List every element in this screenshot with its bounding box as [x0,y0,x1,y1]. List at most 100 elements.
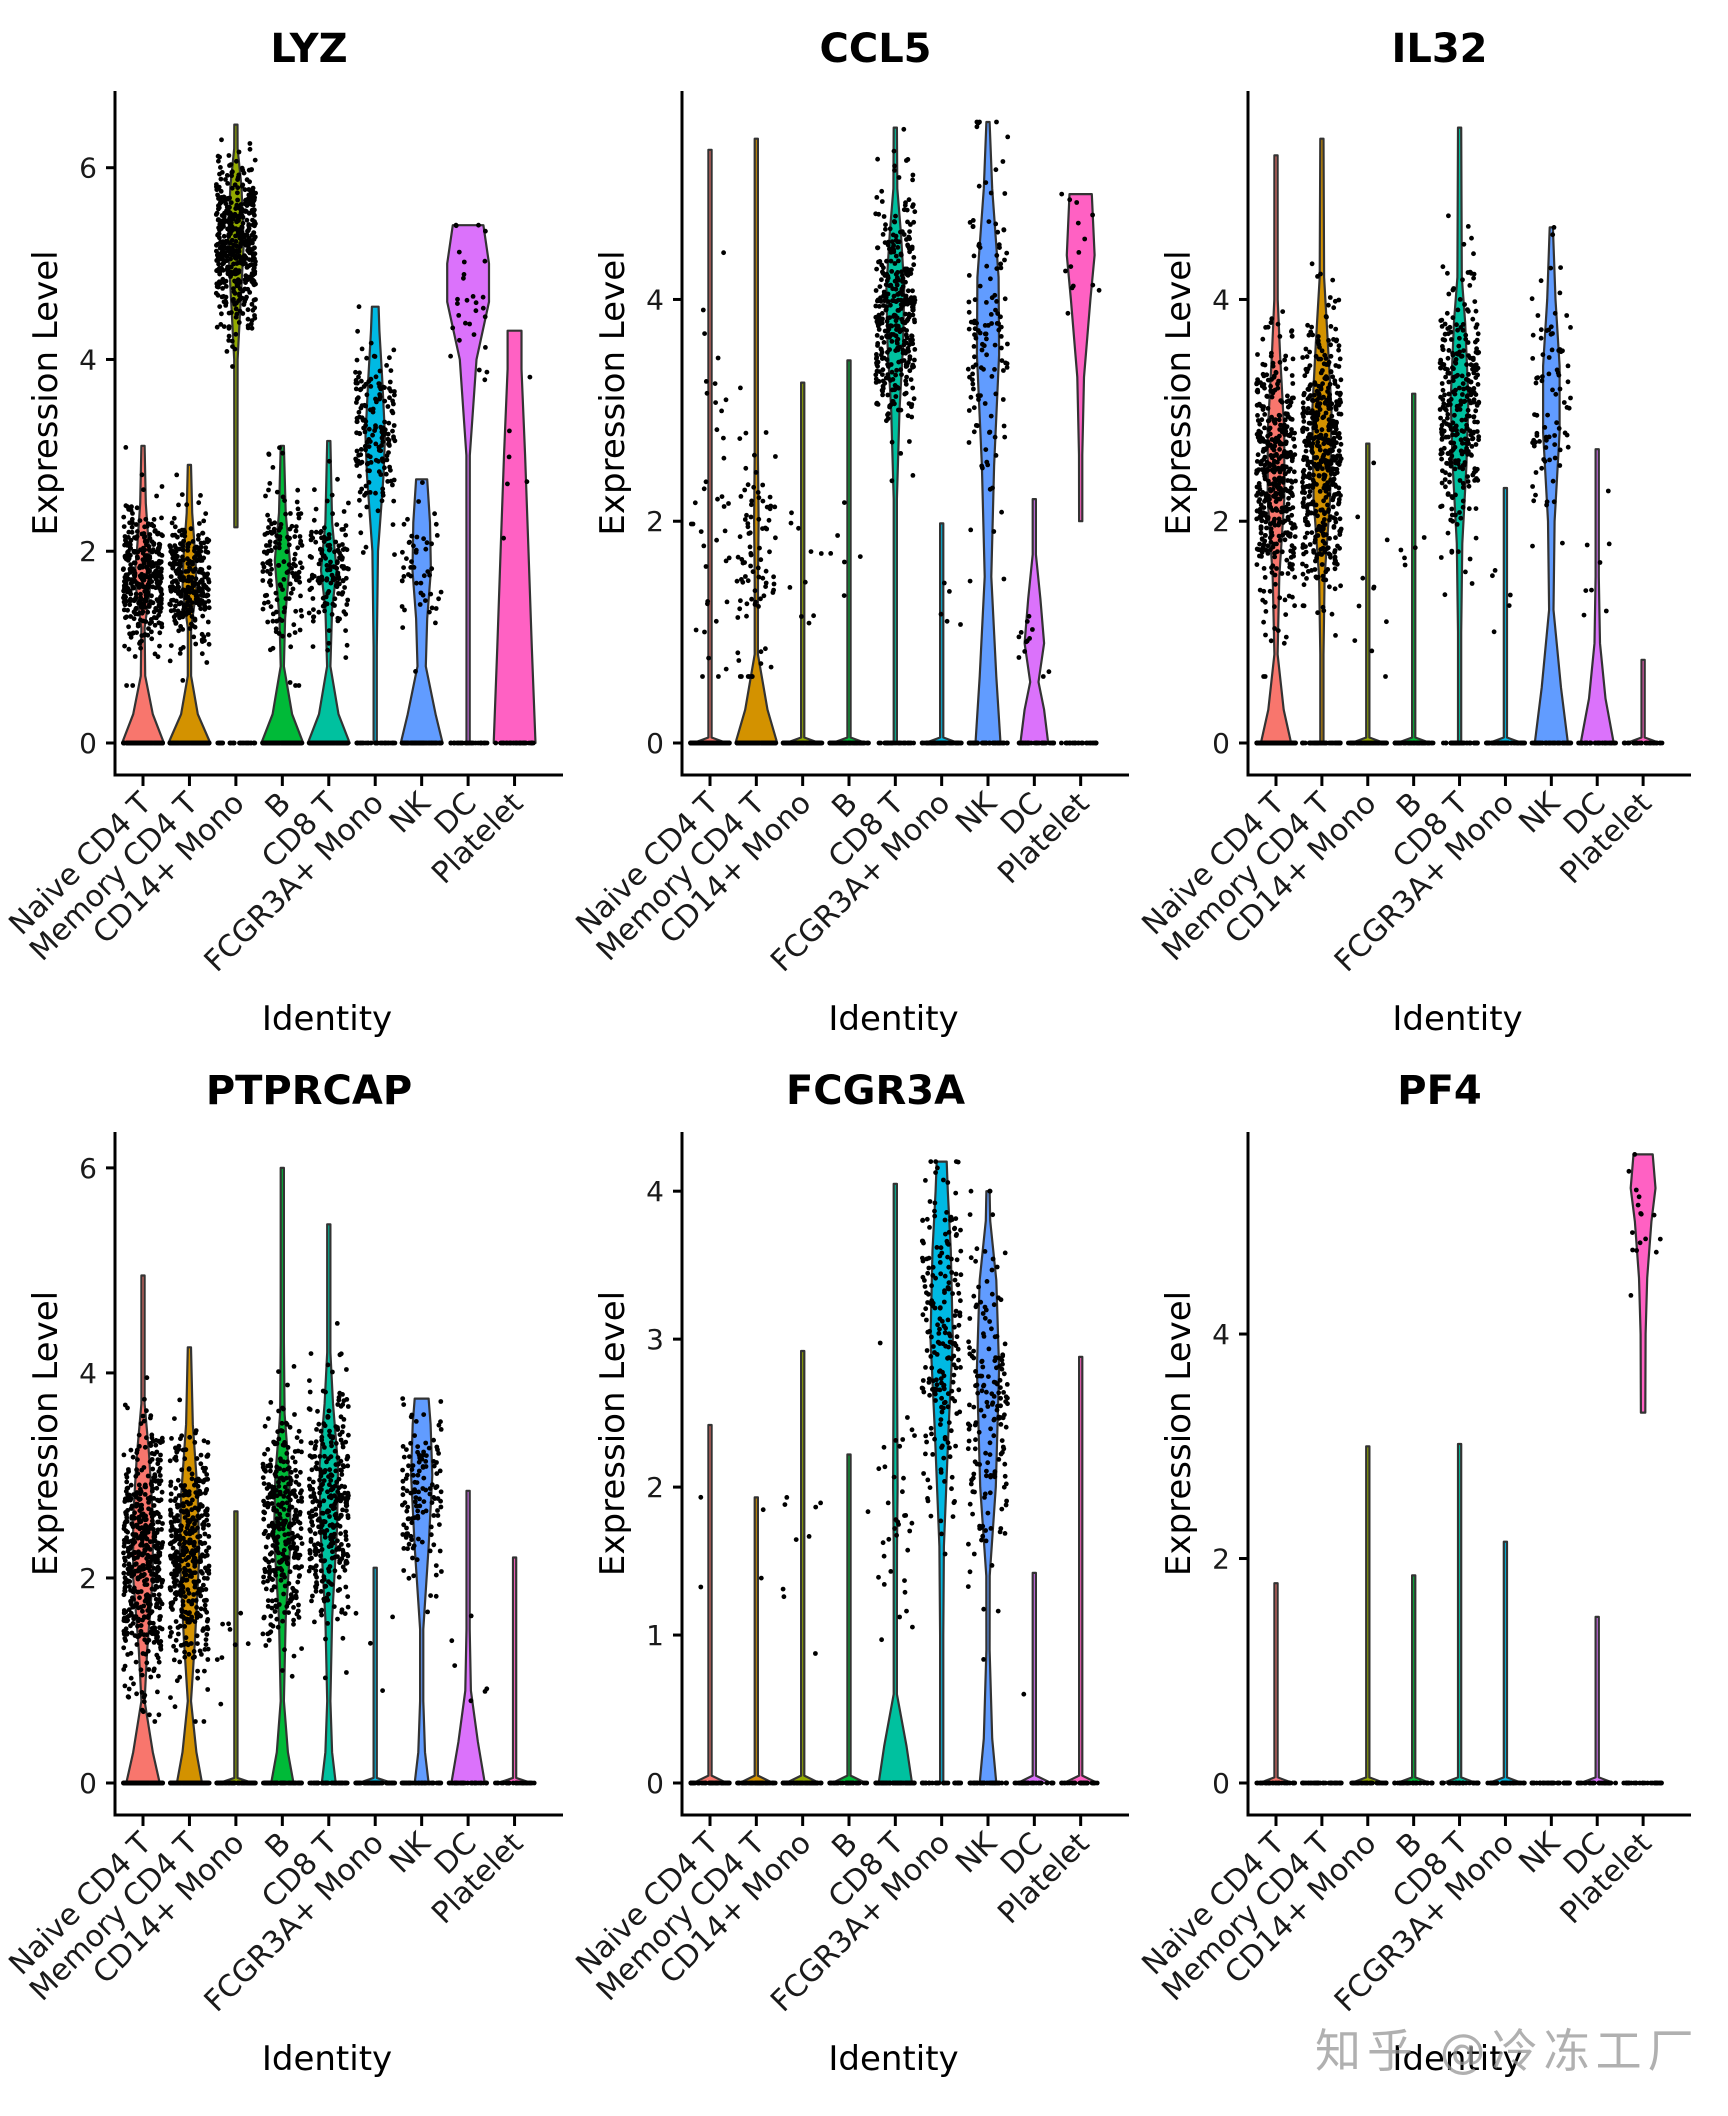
violin-memory-cd4-t [736,139,778,743]
data-point [771,574,776,579]
data-point [1283,471,1288,476]
data-point [984,337,989,342]
data-point [170,521,175,526]
data-point [176,503,181,508]
data-point [182,529,187,534]
data-point [188,590,193,595]
data-point [1268,432,1273,437]
data-point [282,559,287,564]
data-point [1262,463,1267,468]
data-point [982,741,987,746]
data-point [894,234,899,239]
data-point [383,427,388,432]
data-point [1001,227,1006,232]
data-point [984,332,989,337]
data-point [467,322,472,327]
data-point [1291,396,1296,401]
data-point [980,342,985,347]
data-point [906,317,911,322]
data-point [229,220,234,225]
data-point [186,561,191,566]
data-point [340,555,345,560]
data-point [1276,439,1281,444]
data-point [1268,426,1273,431]
data-point [1284,558,1289,563]
data-point [354,463,359,468]
data-point [1257,515,1262,520]
data-point [1034,741,1039,746]
data-point [903,351,908,356]
data-point [483,259,488,264]
data-point [1288,433,1293,438]
data-point [233,332,238,337]
data-point [378,472,383,477]
data-point [158,621,163,626]
data-point [1263,513,1268,518]
y-tick-label: 0 [646,727,664,760]
data-point [1278,398,1283,403]
data-point [248,248,253,253]
data-point [288,527,293,532]
data-point [311,619,316,624]
data-point [190,561,195,566]
data-point [312,518,317,523]
data-point [368,384,373,389]
data-point [124,599,129,604]
data-point [1076,741,1081,746]
data-point [992,367,997,372]
data-point [421,536,426,541]
data-point [182,534,187,539]
data-point [702,331,707,336]
data-point [219,177,224,182]
data-point [364,356,369,361]
data-point [993,222,998,227]
data-point [288,511,293,516]
data-point [380,498,385,503]
data-point [1271,364,1276,369]
data-point [355,449,360,454]
data-point [483,314,488,319]
data-point [121,741,126,746]
data-point [373,354,378,359]
data-point [890,339,895,344]
data-point [881,232,886,237]
data-point [756,490,761,495]
data-point [885,357,890,362]
data-point [322,554,327,559]
data-point [188,626,193,631]
data-point [289,591,294,596]
data-point [135,529,140,534]
data-point [1270,521,1275,526]
data-point [367,468,372,473]
data-point [234,244,239,249]
data-point [222,211,227,216]
violin-platelet [494,331,536,743]
data-point [224,279,229,284]
data-point [1261,620,1266,625]
data-point [515,741,520,746]
data-point [796,526,801,531]
data-point [724,559,729,564]
data-point [1255,352,1260,357]
data-point [355,419,360,424]
data-point [472,332,477,337]
data-point [325,499,330,504]
data-point [995,311,1000,316]
data-point [980,348,985,353]
data-point [339,527,344,532]
data-point [1002,577,1007,582]
data-point [884,334,889,339]
data-point [223,258,228,263]
data-point [833,741,838,746]
data-point [995,741,1000,746]
data-point [300,543,305,548]
data-point [122,644,127,649]
data-point [902,343,907,348]
data-point [357,498,362,503]
data-point [141,578,146,583]
data-point [989,312,994,317]
data-point [1330,612,1335,617]
data-point [807,621,812,626]
data-point [773,535,778,540]
data-point [282,498,287,503]
